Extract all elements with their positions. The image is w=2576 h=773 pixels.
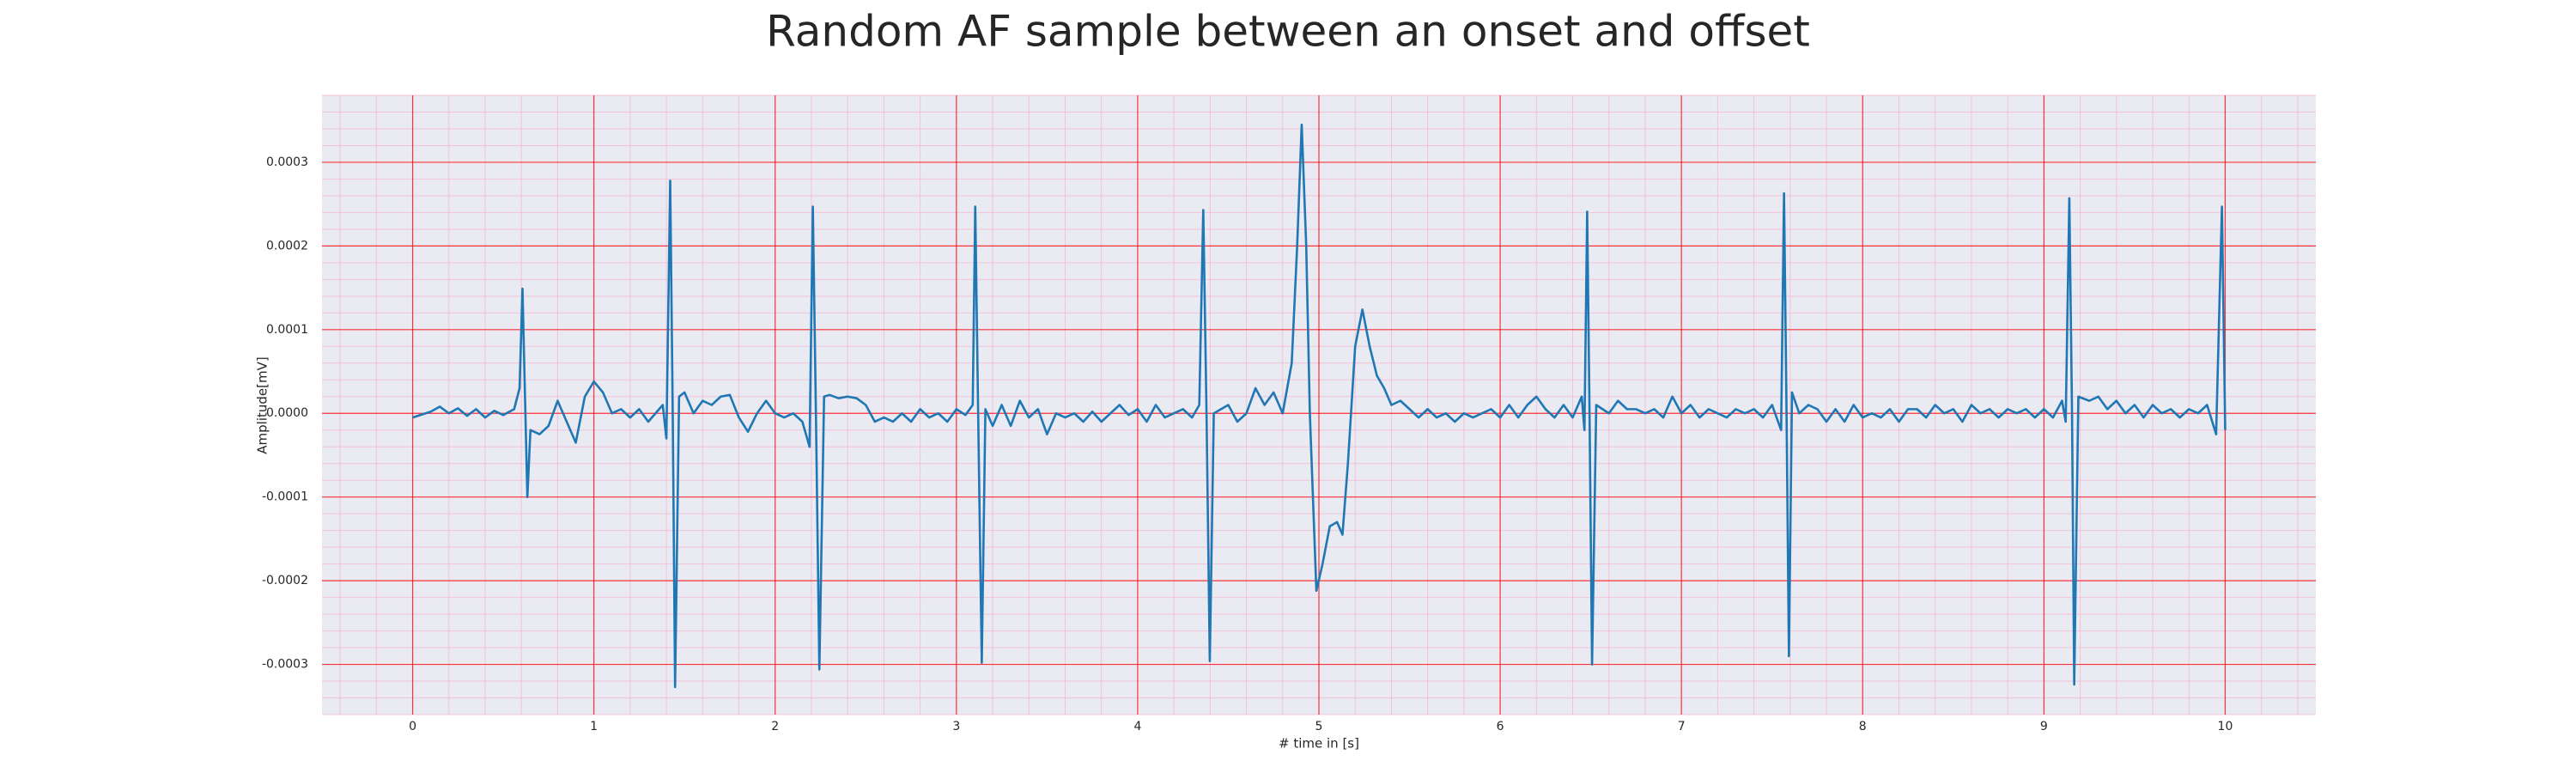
y-tick-label: 0.0002 xyxy=(266,239,308,253)
chart-title: Random AF sample between an onset and of… xyxy=(766,7,1810,57)
y-tick-label: 0.0003 xyxy=(266,155,308,169)
x-tick-label: 1 xyxy=(590,720,598,733)
x-tick-label: 6 xyxy=(1497,720,1504,733)
x-tick-label: 2 xyxy=(771,720,779,733)
data-line xyxy=(412,123,2227,689)
x-tick-label: 0 xyxy=(409,720,416,733)
y-tick-label: -0.0002 xyxy=(262,574,308,587)
y-tick-label: -0.0001 xyxy=(262,490,308,504)
x-tick-label: 8 xyxy=(1859,720,1867,733)
x-tick-label: 10 xyxy=(2218,720,2233,733)
y-tick-label: -0.0003 xyxy=(262,658,308,672)
x-tick-label: 7 xyxy=(1678,720,1686,733)
x-tick-label: 9 xyxy=(2040,720,2048,733)
plot-area xyxy=(322,94,2316,715)
x-tick-label: 4 xyxy=(1133,720,1141,733)
y-tick-label: 0.0001 xyxy=(266,323,308,337)
y-tick-label: 0.0000 xyxy=(266,406,308,420)
y-axis-label: Amplitude[mV] xyxy=(255,356,270,453)
x-tick-label: 3 xyxy=(952,720,960,733)
x-axis-label: # time in [s] xyxy=(1279,736,1359,752)
x-tick-label: 5 xyxy=(1315,720,1323,733)
